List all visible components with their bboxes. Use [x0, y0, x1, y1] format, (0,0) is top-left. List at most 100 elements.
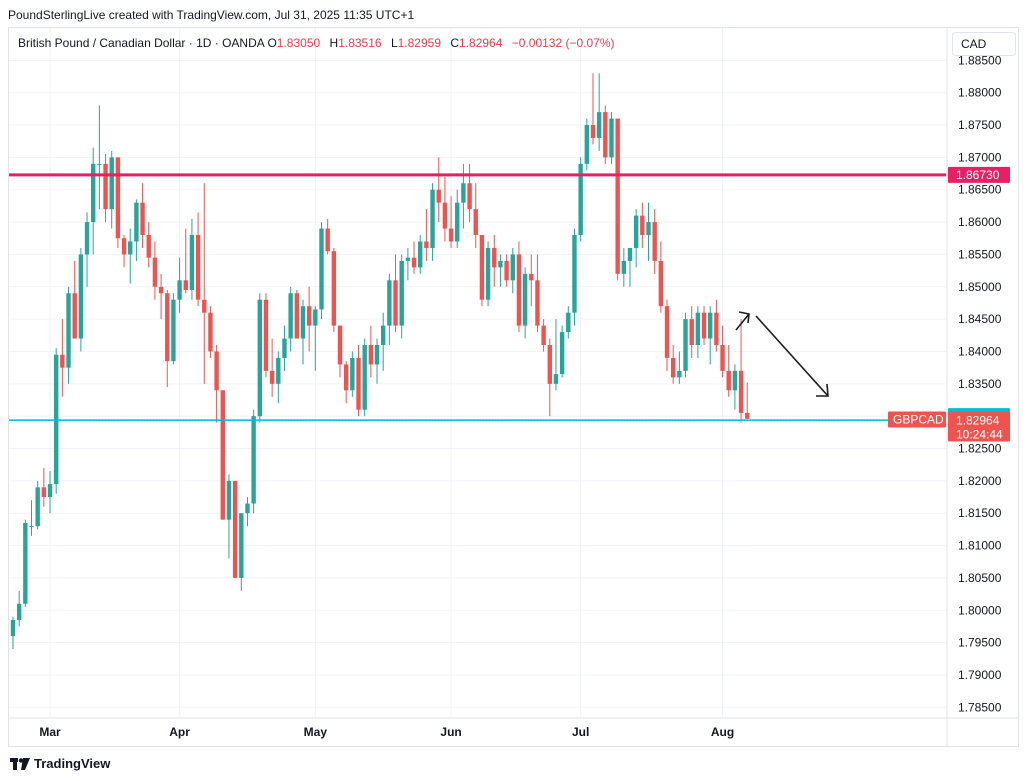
y-tick-label: 1.80000 — [958, 603, 1002, 617]
y-tick-label: 1.81500 — [958, 506, 1002, 520]
candle-down — [331, 251, 337, 326]
y-tick-label: 1.78500 — [958, 700, 1002, 714]
x-tick-label: Aug — [711, 725, 734, 739]
y-tick-label: 1.83500 — [958, 377, 1002, 391]
candle-down — [356, 357, 361, 410]
candle-up — [578, 163, 583, 236]
candle-up — [257, 299, 262, 417]
legend-change: −0.00132 (−0.07%) — [511, 36, 615, 50]
candle-up — [245, 503, 250, 514]
candle-up — [708, 312, 713, 339]
candle-up — [633, 215, 639, 248]
candle-down — [701, 312, 707, 339]
legend-open-value: 1.83050 — [276, 36, 321, 50]
candle-up — [732, 370, 738, 391]
y-tick-label: 1.84500 — [958, 312, 1002, 326]
y-tick-label: 1.79500 — [958, 636, 1002, 650]
candle-up — [109, 157, 114, 210]
candle-down — [547, 345, 552, 384]
tradingview-logo-icon — [10, 757, 30, 770]
candle-up — [485, 247, 491, 300]
candle-up — [128, 241, 133, 255]
candle-up — [97, 163, 102, 165]
candle-up — [374, 345, 380, 365]
candle-up — [683, 319, 688, 371]
candles — [10, 73, 750, 650]
legend-close-label: C — [450, 36, 460, 50]
candle-down — [615, 118, 620, 274]
candle-up — [177, 280, 182, 300]
footer-brand[interactable]: TradingView — [10, 756, 110, 771]
y-tick-label: 1.81000 — [958, 539, 1002, 553]
candle-up — [399, 260, 404, 326]
currency-button[interactable]: CAD — [952, 32, 1016, 56]
candle-up — [381, 325, 386, 346]
candle-up — [35, 487, 40, 527]
candle-down — [337, 325, 343, 365]
y-tick-label: 1.82500 — [958, 442, 1002, 456]
y-tick-label: 1.88000 — [958, 86, 1002, 100]
candle-down — [165, 293, 170, 362]
candle-down — [263, 299, 269, 371]
candle-up — [189, 235, 195, 291]
x-tick-label: May — [304, 725, 328, 739]
time-axis: Mar Apr May Jun Jul Aug — [39, 725, 734, 739]
candle-up — [66, 293, 71, 368]
last-price-label: 1.82964 — [956, 413, 1000, 427]
up-arrow-drawing — [735, 311, 750, 331]
candle-up — [387, 280, 392, 326]
candle-up — [522, 273, 528, 326]
footer-brand-label: TradingView — [34, 756, 111, 771]
grid-lines — [9, 27, 1019, 747]
y-tick-label: 1.84000 — [958, 344, 1002, 358]
legend-high-value: 1.83516 — [338, 36, 382, 50]
candle-up — [16, 603, 22, 620]
candle-up — [621, 260, 627, 274]
legend: British Pound / Canadian Dollar · 1D · O… — [18, 36, 621, 50]
candle-down — [232, 480, 238, 578]
candle-down — [140, 202, 145, 236]
candle-down — [424, 241, 429, 248]
candle-up — [226, 480, 232, 520]
legend-high-label: H — [329, 36, 339, 50]
legend-low-label: L — [390, 36, 398, 50]
candle-down — [146, 235, 151, 258]
attribution-text: PoundSterlingLive created with TradingVi… — [8, 8, 415, 22]
resistance-price-label-bg — [948, 166, 1010, 183]
y-tick-label: 1.87500 — [958, 118, 1002, 132]
candle-down — [529, 273, 534, 281]
y-tick-label: 1.85500 — [958, 247, 1002, 261]
trend-arrows — [735, 311, 829, 397]
candle-down — [306, 306, 312, 326]
candle-up — [288, 293, 293, 339]
candle-up — [510, 254, 515, 281]
candle-up — [627, 247, 633, 261]
candle-down — [467, 183, 472, 210]
candle-up — [313, 309, 318, 326]
candle-down — [368, 345, 374, 365]
candle-down — [115, 157, 121, 239]
candle-down — [640, 215, 645, 236]
candle-down — [183, 280, 188, 291]
candle-down — [670, 357, 676, 378]
candle-down — [208, 312, 213, 352]
candle-up — [84, 222, 90, 255]
y-tick-label: 1.82000 — [958, 474, 1002, 488]
candle-down — [738, 370, 744, 413]
price-axis: 1.78500 1.79000 1.79500 1.80000 1.80500 1.810… — [958, 53, 1002, 714]
candle-up — [282, 338, 287, 358]
candle-down — [325, 228, 330, 252]
candle-down — [41, 487, 47, 498]
candle-down — [714, 312, 719, 346]
candle-up — [47, 484, 53, 498]
candle-down — [393, 280, 398, 326]
y-tick-label: 1.88500 — [958, 53, 1002, 67]
candle-up — [695, 312, 701, 346]
candle-up — [91, 163, 96, 223]
candle-up — [300, 306, 306, 339]
candle-up — [319, 228, 324, 310]
candle-up — [596, 112, 602, 138]
candle-down — [436, 189, 441, 203]
